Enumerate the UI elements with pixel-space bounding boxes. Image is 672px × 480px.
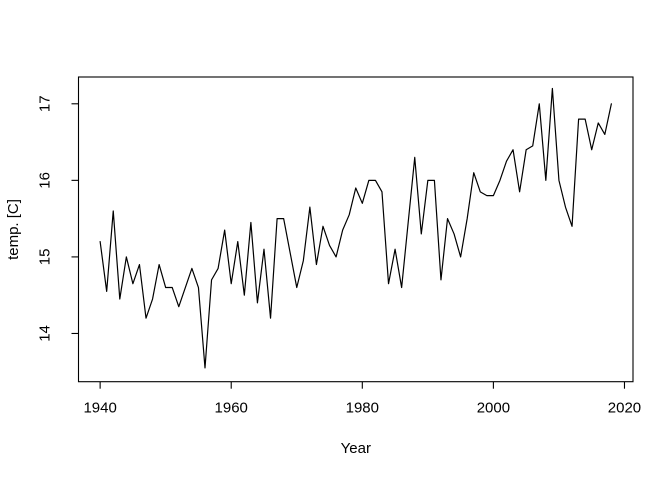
y-axis-tick-labels: 14 15 16 17 — [37, 95, 54, 341]
y-tick-label: 15 — [37, 249, 54, 266]
x-axis-ticks — [99, 381, 626, 389]
x-axis-label: Year — [341, 440, 371, 457]
x-tick-label: 2000 — [477, 400, 510, 417]
y-axis-ticks — [71, 103, 79, 335]
y-tick-label: 17 — [37, 95, 54, 112]
y-tick-label: 16 — [37, 172, 54, 189]
x-tick-label: 1980 — [346, 400, 379, 417]
y-axis-label: temp. [C] — [5, 199, 22, 260]
data-series-line — [99, 87, 612, 369]
x-tick-label: 2020 — [608, 400, 641, 417]
y-tick-label: 14 — [37, 325, 54, 342]
x-tick-label: 1940 — [83, 400, 116, 417]
plot-box — [77, 76, 634, 383]
x-axis-tick-labels: 1940 1960 1980 2000 2020 — [83, 400, 641, 417]
x-tick-label: 1960 — [215, 400, 248, 417]
